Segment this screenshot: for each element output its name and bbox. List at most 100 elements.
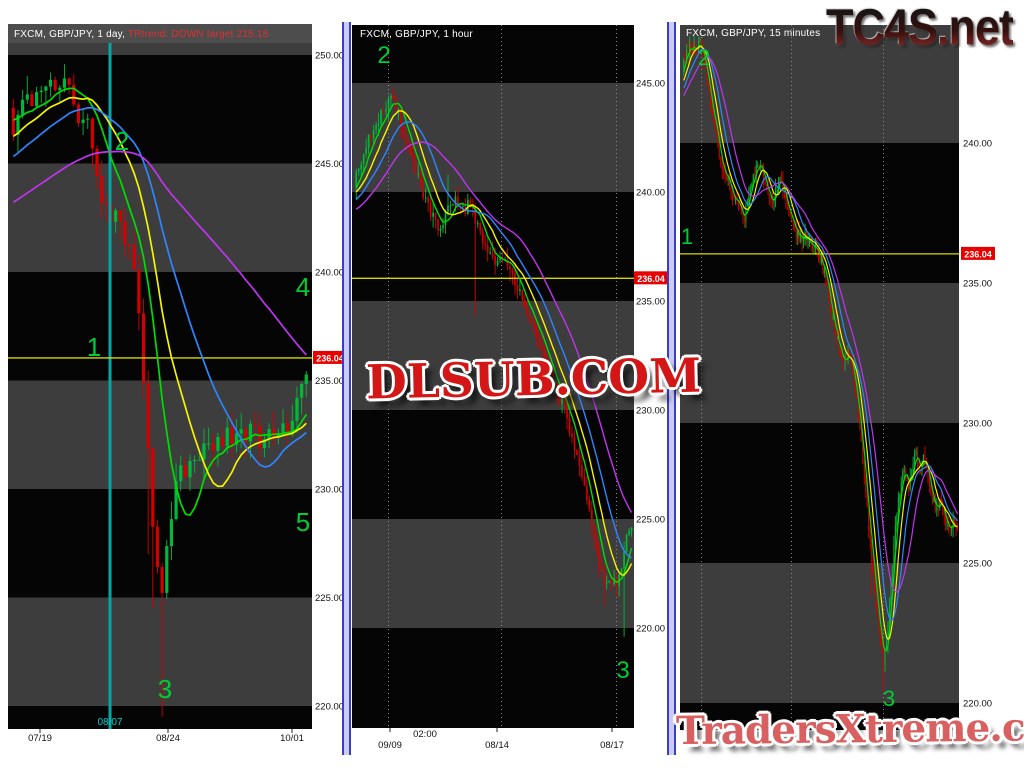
candle-body	[832, 316, 834, 319]
candle-body	[496, 260, 499, 265]
price-band	[8, 43, 312, 55]
candle-body	[34, 92, 39, 107]
candle-body	[404, 133, 407, 144]
candle-body	[486, 244, 489, 253]
candle-body	[717, 132, 719, 139]
candle-body	[146, 383, 150, 449]
chart3-symbol-label: FXCM, GBP/JPY, 15 minutes	[686, 28, 821, 39]
candle-body	[942, 502, 944, 510]
candle-body	[949, 526, 951, 530]
candle-body	[872, 556, 874, 570]
ma-line-medium	[683, 45, 958, 640]
candle-body	[849, 354, 850, 356]
candle-body	[840, 352, 842, 354]
price-badge-label: 236.04	[637, 274, 665, 284]
candle-body	[689, 44, 691, 54]
candle-body	[712, 107, 714, 120]
candle-body	[789, 213, 791, 217]
y-axis-label: 240.00	[636, 188, 665, 199]
candle-body	[600, 567, 603, 570]
candle-body	[155, 526, 160, 568]
candle-body	[104, 202, 108, 205]
candle-body	[758, 165, 760, 167]
candle-body	[392, 96, 395, 98]
candle-body	[58, 87, 62, 91]
candle-body	[786, 200, 788, 205]
x-axis-date-label: 09/09	[378, 740, 402, 751]
candle-body	[414, 161, 417, 174]
candle-body	[743, 219, 745, 221]
candle-body	[481, 230, 484, 244]
candle-body	[812, 245, 813, 249]
candle-body	[936, 507, 938, 511]
candle-body	[883, 646, 885, 662]
candle-body	[253, 423, 257, 427]
candle-body	[160, 567, 164, 593]
candle-body	[546, 361, 549, 365]
candle-body	[714, 120, 716, 126]
candle-body	[887, 625, 889, 646]
candle-body	[862, 441, 864, 463]
wave-count-label: 5	[296, 507, 310, 537]
candle-body	[923, 454, 924, 463]
candle-body	[930, 485, 932, 495]
candle-body	[543, 350, 546, 362]
candle-body	[114, 210, 118, 222]
candle-body	[777, 182, 779, 189]
candle-body	[723, 169, 725, 172]
candle-body	[924, 454, 926, 465]
candle-body	[853, 370, 855, 379]
candle-body	[829, 298, 831, 307]
candle-body	[803, 238, 805, 243]
candle-body	[586, 485, 588, 500]
candle-body	[813, 247, 815, 249]
candle-body	[888, 604, 890, 626]
x-axis-date-label: 07/19	[28, 733, 52, 744]
wave-count-label: 4	[296, 272, 310, 302]
candle-body	[605, 581, 608, 584]
panel-splitter-1[interactable]	[342, 22, 351, 755]
candle-body	[795, 228, 797, 238]
candle-body	[476, 223, 479, 225]
candle-body	[412, 153, 415, 162]
candle-body	[834, 316, 836, 334]
candle-body	[749, 187, 751, 196]
price-band	[680, 25, 959, 143]
candle-body	[573, 437, 576, 451]
panel-splitter-2[interactable]	[667, 22, 676, 755]
candle-body	[752, 174, 754, 184]
candle-body	[385, 109, 387, 112]
chart3-header: FXCM, GBP/JPY, 15 minutes	[686, 28, 820, 39]
candle-body	[16, 114, 20, 135]
chart-panel-2[interactable]: 2 3 245.00 240.00 235.00 230.00 225.00 220.00 23…	[352, 25, 668, 751]
candle-body	[469, 199, 472, 206]
chart-panel-3[interactable]: 2 1 3 240.00 235.00 230.00 225.00 220.00 236.04	[680, 25, 995, 730]
candle-body	[630, 527, 633, 532]
candle-body	[90, 118, 94, 149]
candle-body	[847, 354, 849, 360]
price-band	[680, 283, 959, 423]
y-axis-label: 250.00	[315, 51, 344, 62]
candle-body	[62, 78, 67, 88]
price-band	[8, 55, 312, 164]
candle-body	[856, 394, 858, 400]
candle-body	[272, 429, 276, 437]
candle-body	[67, 78, 71, 85]
candle-body	[767, 186, 769, 195]
candle-body	[915, 451, 917, 454]
candle-body	[267, 429, 271, 440]
candle-body	[514, 273, 516, 286]
candle-body	[230, 427, 234, 445]
candle-body	[494, 256, 496, 265]
chart1-symbol-label: FXCM, GBP/JPY, 1 day,	[14, 29, 126, 40]
candle-body	[931, 494, 933, 501]
candle-body	[442, 225, 444, 229]
candle-body	[937, 507, 939, 509]
candle-body	[588, 499, 591, 510]
chart-panel-1[interactable]: 08/07 2 4 1 5 3 250.00 245.00 240.00 235.00 230.00…	[8, 43, 347, 744]
price-band	[8, 272, 312, 381]
candle-body	[763, 167, 765, 182]
candle-body	[869, 529, 871, 541]
price-band	[8, 706, 312, 729]
